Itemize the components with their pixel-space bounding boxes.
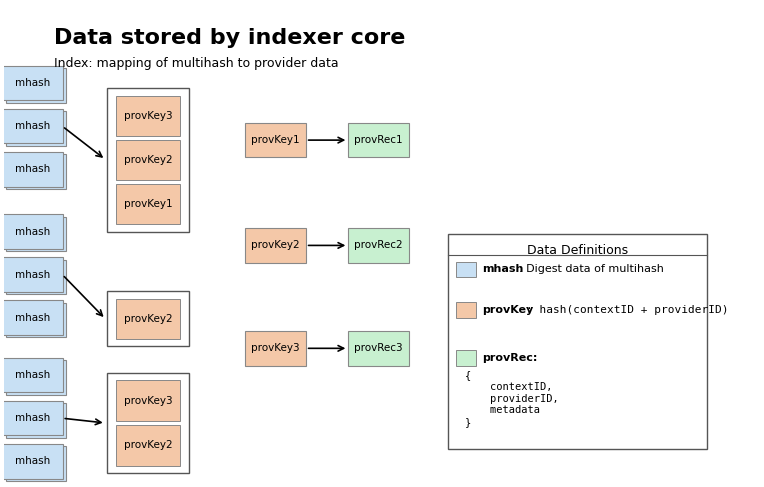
Text: Index: mapping of multihash to provider data: Index: mapping of multihash to provider … [53,57,338,70]
Text: mhash: mhash [15,313,50,323]
Text: provKey2: provKey2 [124,440,172,450]
FancyBboxPatch shape [115,299,180,339]
Text: : hash(contextID + providerID): : hash(contextID + providerID) [526,305,729,315]
Text: provRec3: provRec3 [354,343,403,354]
FancyBboxPatch shape [456,262,476,277]
FancyBboxPatch shape [2,258,63,292]
Text: provKey: provKey [481,305,533,315]
FancyBboxPatch shape [2,300,63,335]
FancyBboxPatch shape [6,447,66,481]
FancyBboxPatch shape [6,154,66,189]
FancyBboxPatch shape [107,88,189,231]
FancyBboxPatch shape [6,112,66,146]
Text: provRec1: provRec1 [354,135,403,145]
Text: mhash: mhash [15,370,50,380]
Text: mhash: mhash [481,264,523,274]
FancyBboxPatch shape [107,373,189,473]
FancyBboxPatch shape [6,403,66,438]
Text: mhash: mhash [15,164,50,174]
FancyBboxPatch shape [348,228,409,262]
FancyBboxPatch shape [2,109,63,144]
FancyBboxPatch shape [2,152,63,187]
FancyBboxPatch shape [115,140,180,180]
Text: provKey3: provKey3 [124,396,172,406]
FancyBboxPatch shape [6,260,66,294]
Text: provKey2: provKey2 [251,241,299,250]
FancyBboxPatch shape [456,350,476,366]
Text: provKey1: provKey1 [124,199,172,209]
Text: provKey3: provKey3 [251,343,299,354]
Text: provKey2: provKey2 [124,155,172,165]
Text: {
    contextID,
    providerID,
    metadata
}: { contextID, providerID, metadata } [465,370,558,427]
Text: mhash: mhash [15,121,50,131]
Text: provKey3: provKey3 [124,111,172,121]
Text: mhash: mhash [15,456,50,466]
FancyBboxPatch shape [115,95,180,136]
Text: Data stored by indexer core: Data stored by indexer core [53,28,405,48]
Text: mhash: mhash [15,413,50,423]
FancyBboxPatch shape [2,401,63,435]
FancyBboxPatch shape [6,303,66,337]
FancyBboxPatch shape [348,331,409,366]
FancyBboxPatch shape [6,217,66,251]
FancyBboxPatch shape [6,360,66,395]
FancyBboxPatch shape [2,66,63,100]
FancyBboxPatch shape [115,184,180,224]
FancyBboxPatch shape [245,123,306,157]
FancyBboxPatch shape [115,380,180,421]
Text: provRec2: provRec2 [354,241,403,250]
Text: mhash: mhash [15,270,50,280]
FancyBboxPatch shape [348,123,409,157]
FancyBboxPatch shape [2,214,63,249]
Text: provKey1: provKey1 [251,135,299,145]
FancyBboxPatch shape [2,444,63,479]
FancyBboxPatch shape [6,68,66,103]
FancyBboxPatch shape [115,425,180,466]
Text: Data Definitions: Data Definitions [526,244,628,258]
Text: : Digest data of multihash: : Digest data of multihash [519,264,663,274]
Text: mhash: mhash [15,78,50,88]
FancyBboxPatch shape [456,302,476,318]
FancyBboxPatch shape [245,331,306,366]
FancyBboxPatch shape [2,358,63,393]
FancyBboxPatch shape [448,234,707,450]
Text: provRec:: provRec: [481,353,537,363]
FancyBboxPatch shape [107,291,189,346]
Text: mhash: mhash [15,226,50,237]
FancyBboxPatch shape [245,228,306,262]
Text: provKey2: provKey2 [124,314,172,324]
